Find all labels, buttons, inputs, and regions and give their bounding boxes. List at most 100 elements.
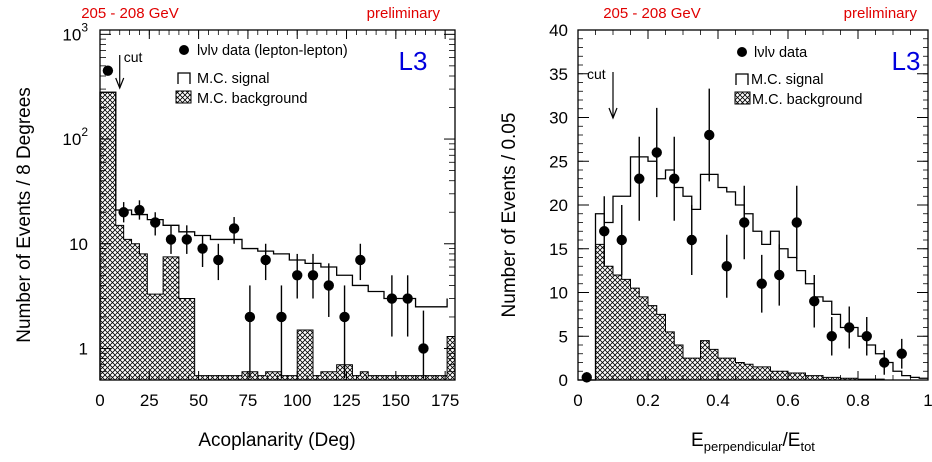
background-bar	[423, 375, 432, 380]
background-bar	[178, 298, 187, 380]
data-marker	[896, 348, 907, 359]
background-bar	[115, 225, 124, 380]
right-header-energy: 205 - 208 GeV	[603, 5, 701, 22]
data-point	[260, 243, 271, 281]
data-point	[244, 285, 256, 379]
background-bar	[840, 378, 850, 380]
data-marker	[704, 129, 715, 141]
background-bar	[814, 375, 823, 380]
x-tick-label: 75	[238, 391, 257, 410]
y-tick-label: 102	[62, 125, 88, 149]
x-title-slash-e: /E	[783, 430, 801, 451]
data-marker	[260, 254, 271, 266]
background-bar	[613, 275, 622, 380]
right-x-axis-title: Eperpendicular/Etot	[691, 430, 815, 454]
data-marker	[669, 173, 680, 184]
data-marker	[826, 331, 837, 342]
background-bar	[320, 371, 329, 380]
background-bar	[100, 92, 108, 380]
data-marker	[276, 311, 287, 323]
data-marker	[616, 234, 627, 246]
background-bar	[257, 375, 266, 380]
data-point	[355, 243, 366, 281]
background-bar	[186, 298, 195, 380]
data-point	[739, 185, 750, 260]
x-tick-label: 0	[573, 391, 582, 410]
background-bar	[604, 266, 613, 380]
x-tick-label: 50	[189, 391, 208, 410]
data-point	[181, 225, 192, 254]
left-data-points	[102, 65, 429, 379]
background-bar	[155, 294, 164, 380]
data-marker	[418, 343, 429, 354]
data-point	[861, 317, 872, 356]
x-tick-label: 1	[923, 391, 932, 410]
left-y-axis-title: Number of Events / 8 Degrees	[14, 87, 35, 343]
y-tick-label: 103	[62, 20, 88, 44]
left-legend-signal-marker	[177, 72, 191, 84]
background-bar	[242, 371, 250, 380]
left-axis-ticks	[99, 30, 456, 381]
x-tick-label: 150	[382, 391, 410, 410]
background-bar	[163, 256, 171, 380]
data-point	[599, 196, 610, 267]
data-point	[292, 253, 303, 299]
data-marker	[809, 296, 820, 307]
right-legend-data: lνlν data	[754, 45, 808, 61]
right-panel: 205 - 208 GeV preliminary 0 0.2 0.4 0.6 0.8 1…	[499, 5, 932, 454]
data-marker	[791, 217, 802, 228]
data-point	[118, 202, 129, 223]
right-y-tick-labels: 0 5 10 15 20 25 30 35 40	[549, 21, 568, 390]
data-marker	[844, 322, 855, 333]
right-header-preliminary: preliminary	[844, 5, 918, 22]
right-background-histogram	[578, 243, 928, 381]
left-legend-data-marker	[179, 45, 189, 55]
left-experiment-logo: L3	[399, 46, 428, 76]
background-bar	[718, 358, 727, 380]
data-point	[134, 200, 145, 220]
y-tick-label: 5	[559, 327, 568, 346]
background-bar	[328, 371, 337, 380]
x-tick-label: 0	[95, 391, 104, 410]
signal-step-line	[99, 91, 448, 380]
background-bar	[407, 375, 416, 380]
background-bar	[726, 358, 736, 380]
left-cut-label: cut	[124, 49, 143, 65]
data-marker	[721, 261, 732, 272]
background-bar	[823, 377, 832, 380]
right-legend-background: M.C. background	[752, 92, 862, 108]
data-point	[774, 244, 785, 306]
data-marker	[244, 311, 256, 323]
data-point	[228, 217, 240, 244]
background-bar	[779, 371, 788, 380]
left-legend-signal: M.C. signal	[197, 71, 270, 87]
left-y-tick-labels: 1 10 102 103	[62, 20, 88, 358]
x-title-sub-tot: tot	[800, 439, 815, 454]
y-tick-label: 1	[79, 339, 88, 358]
data-marker	[756, 278, 767, 289]
left-header-preliminary: preliminary	[367, 5, 441, 22]
left-cut-arrow	[115, 55, 125, 90]
data-point	[276, 285, 287, 379]
background-bar	[384, 375, 392, 380]
left-header-energy: 205 - 208 GeV	[81, 5, 179, 22]
y-tick-label: 10	[69, 235, 88, 254]
data-point	[386, 275, 398, 337]
background-bar	[344, 364, 353, 380]
background-bar	[210, 375, 219, 380]
data-marker	[228, 223, 240, 234]
data-point	[879, 350, 890, 375]
background-bar	[336, 364, 345, 380]
background-bar	[131, 243, 140, 380]
background-bar	[691, 358, 701, 380]
y-tick-label: 0	[559, 371, 568, 390]
x-tick-label: 0.2	[636, 391, 660, 410]
x-tick-label: 125	[332, 391, 360, 410]
data-marker	[774, 269, 785, 281]
background-bar	[218, 375, 227, 380]
data-marker	[323, 280, 334, 291]
data-marker	[102, 65, 114, 76]
x-tick-label: 25	[140, 391, 159, 410]
data-marker	[739, 217, 750, 228]
